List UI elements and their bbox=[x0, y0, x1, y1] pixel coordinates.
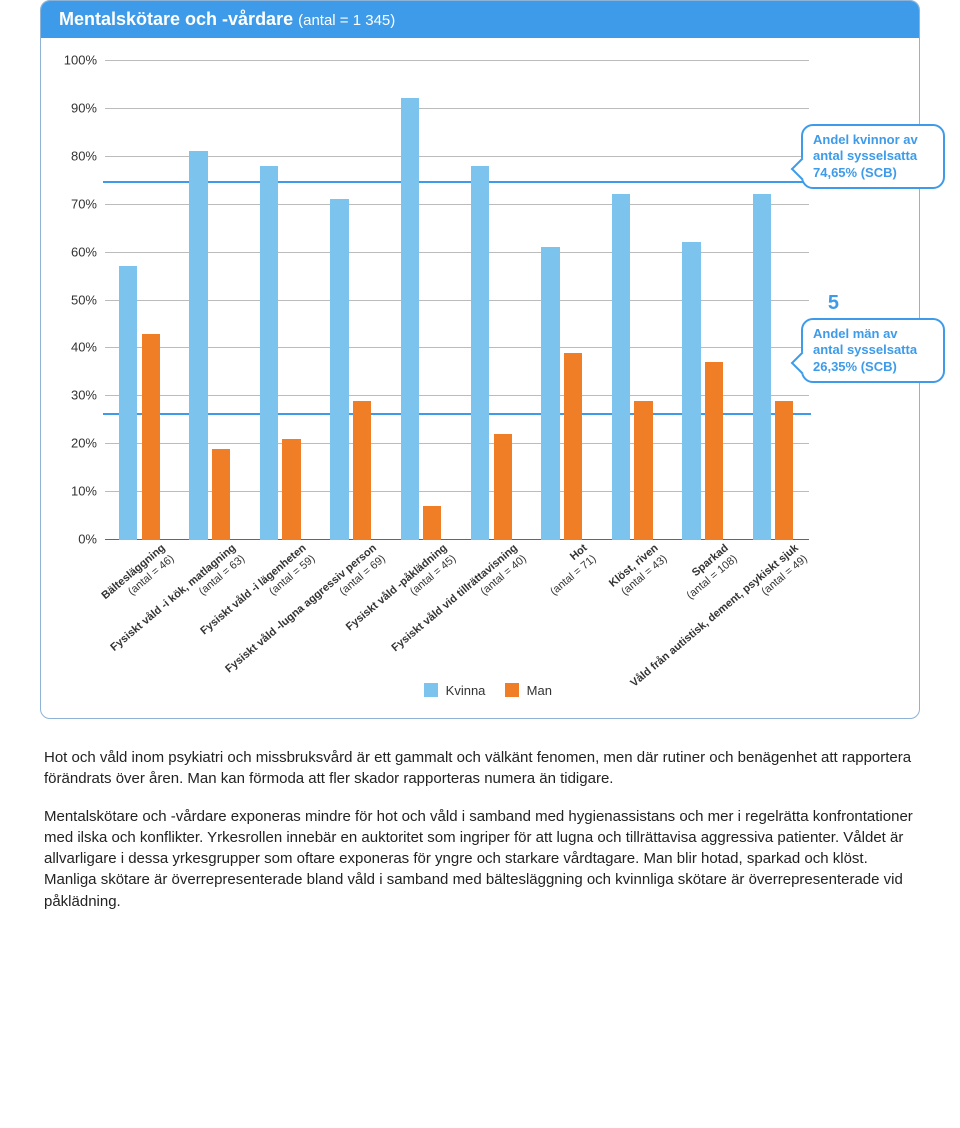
bar-man bbox=[564, 353, 582, 540]
bar-man bbox=[423, 506, 441, 540]
bar-kvinna bbox=[260, 166, 278, 540]
bar-kvinna bbox=[612, 194, 630, 540]
callout-line: 26,35% (SCB) bbox=[813, 359, 897, 374]
chart-frame: Mentalskötare och -vårdare (antal = 1 34… bbox=[40, 0, 920, 719]
legend-label-man: Man bbox=[527, 683, 552, 698]
callout-kvinnor: Andel kvinnor av antal sysselsatta 74,65… bbox=[801, 124, 945, 189]
bar-kvinna bbox=[753, 194, 771, 540]
y-tick: 40% bbox=[51, 340, 97, 355]
body-text: Hot och våld inom psykiatri och missbruk… bbox=[40, 747, 920, 912]
bar-group bbox=[119, 60, 160, 540]
bar-group bbox=[612, 60, 653, 540]
chart-legend: Kvinna Man bbox=[41, 683, 919, 698]
chart-plot-area: 0%10%20%30%40%50%60%70%80%90%100% Andel … bbox=[105, 60, 809, 540]
chart-title-main: Mentalskötare och -vårdare bbox=[59, 9, 293, 29]
callout-line: 74,65% (SCB) bbox=[813, 165, 897, 180]
x-axis-labels: Bältesläggning(antal = 46)Fysiskt våld -… bbox=[105, 542, 809, 677]
y-tick: 70% bbox=[51, 196, 97, 211]
y-tick: 80% bbox=[51, 148, 97, 163]
bar-kvinna bbox=[682, 242, 700, 540]
bar-man bbox=[705, 362, 723, 540]
bar-kvinna bbox=[471, 166, 489, 540]
y-tick: 20% bbox=[51, 436, 97, 451]
legend-swatch-kvinna bbox=[424, 683, 438, 697]
bar-kvinna bbox=[541, 247, 559, 540]
y-tick: 100% bbox=[51, 53, 97, 68]
callout-line: antal sysselsatta bbox=[813, 148, 917, 163]
bar-man bbox=[494, 434, 512, 540]
legend-label-kvinna: Kvinna bbox=[446, 683, 486, 698]
chart-title-sub: (antal = 1 345) bbox=[298, 12, 395, 29]
bar-man bbox=[634, 401, 652, 540]
bar-kvinna bbox=[189, 151, 207, 540]
callout-man: Andel män av antal sysselsatta 26,35% (S… bbox=[801, 318, 945, 383]
callout-line: Andel män av bbox=[813, 326, 898, 341]
bar-group bbox=[471, 60, 512, 540]
y-tick: 50% bbox=[51, 292, 97, 307]
bar-kvinna bbox=[401, 98, 419, 540]
paragraph: Hot och våld inom psykiatri och missbruk… bbox=[44, 747, 916, 790]
bar-man bbox=[282, 439, 300, 540]
bar-kvinna bbox=[330, 199, 348, 540]
callout-line: antal sysselsatta bbox=[813, 342, 917, 357]
bar-group bbox=[541, 60, 582, 540]
bar-man bbox=[212, 449, 230, 540]
y-tick: 10% bbox=[51, 484, 97, 499]
bar-group bbox=[189, 60, 230, 540]
page-number: 5 bbox=[828, 292, 839, 315]
bar-kvinna bbox=[119, 266, 137, 540]
callout-line: Andel kvinnor av bbox=[813, 132, 918, 147]
bar-man bbox=[142, 334, 160, 540]
y-tick: 60% bbox=[51, 244, 97, 259]
paragraph: Mentalskötare och -vårdare exponeras min… bbox=[44, 806, 916, 912]
y-tick: 30% bbox=[51, 388, 97, 403]
bar-group bbox=[401, 60, 442, 540]
chart-title: Mentalskötare och -vårdare (antal = 1 34… bbox=[41, 1, 919, 38]
bar-man bbox=[775, 401, 793, 540]
bar-man bbox=[353, 401, 371, 540]
bar-group bbox=[260, 60, 301, 540]
bar-group bbox=[330, 60, 371, 540]
legend-swatch-man bbox=[505, 683, 519, 697]
bar-group bbox=[753, 60, 794, 540]
y-tick: 0% bbox=[51, 532, 97, 547]
bar-group bbox=[682, 60, 723, 540]
y-tick: 90% bbox=[51, 100, 97, 115]
